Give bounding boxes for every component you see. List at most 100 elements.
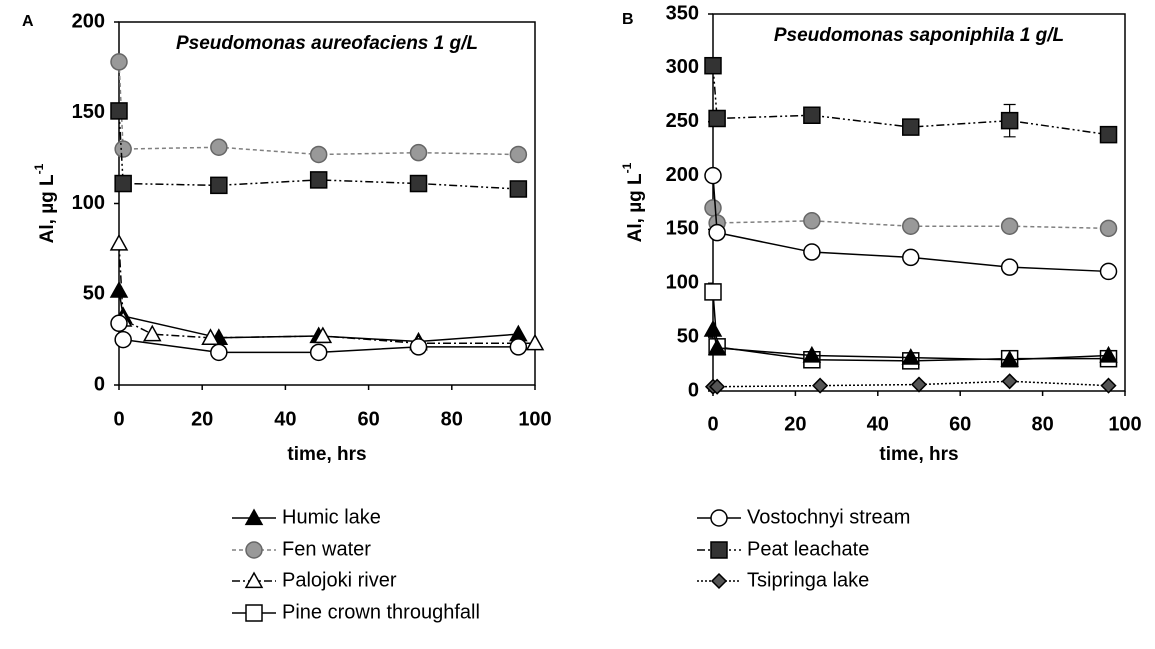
marker	[409, 143, 428, 162]
marker	[803, 243, 821, 261]
marker	[509, 145, 528, 164]
y-axis-label: Al, µg L-1	[32, 163, 58, 243]
y-axis-label-sup: -1	[620, 162, 634, 173]
marker	[1099, 219, 1118, 238]
legend-marker	[244, 508, 264, 526]
y-tick-label: 350	[666, 2, 699, 24]
x-tick-label: 60	[357, 408, 379, 430]
legend-marker	[244, 571, 264, 589]
marker	[210, 138, 228, 156]
y-axis-label: Al, µg L-1	[620, 162, 646, 242]
series-line	[712, 65, 1109, 136]
x-tick-label: 20	[784, 413, 806, 435]
marker	[802, 345, 822, 363]
marker	[1099, 262, 1118, 281]
y-tick-label: 200	[666, 164, 699, 186]
chart-title: Pseudomonas aureofaciens 1 g/L	[176, 33, 478, 54]
y-axis-label-main: Al, µg L	[625, 173, 646, 242]
chart-title: Pseudomonas saponiphila 1 g/L	[774, 25, 1064, 46]
marker	[110, 53, 128, 71]
legend-label: Fen water	[282, 538, 371, 560]
marker	[114, 330, 132, 349]
marker	[309, 343, 328, 362]
legend-label: Palojoki river	[282, 569, 397, 591]
legend-marker	[710, 572, 728, 590]
legend-marker	[245, 604, 263, 622]
y-tick-label: 100	[72, 192, 105, 214]
y-tick-label: 0	[94, 373, 105, 395]
y-tick-label: 300	[666, 56, 699, 78]
y-tick-label: 250	[666, 110, 699, 132]
marker	[143, 324, 162, 342]
legend-label: Humic lake	[282, 506, 381, 528]
marker	[210, 343, 228, 362]
marker	[703, 320, 723, 337]
x-tick-label: 100	[1108, 413, 1141, 435]
marker	[704, 283, 722, 301]
y-tick-label: 50	[83, 283, 105, 305]
series-line	[713, 380, 1109, 388]
marker	[1000, 350, 1019, 367]
marker	[509, 180, 528, 198]
marker	[201, 328, 220, 345]
y-tick-label: 150	[72, 101, 105, 123]
marker	[1000, 258, 1019, 276]
series-line	[118, 243, 535, 345]
plot-frame	[118, 21, 536, 386]
panel-label: A	[22, 13, 34, 30]
marker	[114, 174, 132, 193]
marker	[110, 314, 128, 333]
marker	[509, 338, 528, 356]
marker	[309, 171, 328, 189]
legend-label: Tsipringa lake	[747, 569, 869, 591]
x-tick-label: 100	[518, 408, 551, 430]
marker	[803, 212, 821, 230]
marker	[109, 233, 129, 251]
marker	[1001, 373, 1018, 390]
marker	[1000, 111, 1019, 130]
x-tick-label: 60	[949, 413, 971, 435]
series-line	[712, 207, 1109, 230]
x-tick-label: 80	[441, 408, 463, 430]
y-tick-label: 0	[688, 379, 699, 401]
legend-label: Pine crown throughfall	[282, 601, 480, 623]
marker	[704, 166, 722, 185]
marker	[1099, 345, 1118, 363]
marker	[902, 118, 920, 136]
marker	[114, 140, 132, 158]
marker	[210, 176, 228, 195]
marker	[707, 338, 727, 356]
x-tick-label: 0	[707, 413, 718, 435]
marker	[525, 333, 545, 351]
marker	[803, 106, 821, 125]
plot-frame	[712, 13, 1126, 392]
x-tick-label: 40	[274, 408, 296, 430]
marker	[901, 348, 921, 365]
marker	[409, 338, 428, 356]
marker	[1000, 217, 1019, 235]
legend-marker	[245, 541, 263, 559]
y-tick-label: 200	[72, 10, 105, 32]
marker	[709, 378, 726, 395]
series-line	[712, 175, 1109, 273]
marker	[109, 281, 129, 298]
marker	[1100, 377, 1117, 394]
series-line	[118, 61, 519, 156]
y-tick-label: 50	[677, 325, 699, 347]
x-tick-label: 0	[113, 408, 124, 430]
marker	[902, 248, 920, 267]
marker	[708, 109, 726, 128]
marker	[708, 223, 726, 242]
y-axis-label-main: Al, µg L	[37, 174, 58, 243]
legend-marker	[710, 541, 728, 559]
marker	[309, 145, 328, 164]
x-axis-label: time, hrs	[287, 444, 366, 465]
y-tick-label: 100	[666, 272, 699, 294]
marker	[902, 217, 920, 235]
marker	[313, 326, 333, 344]
marker	[110, 102, 128, 120]
y-tick-label: 150	[666, 218, 699, 240]
legend-label: Peat leachate	[747, 538, 869, 560]
x-tick-label: 80	[1031, 413, 1053, 435]
